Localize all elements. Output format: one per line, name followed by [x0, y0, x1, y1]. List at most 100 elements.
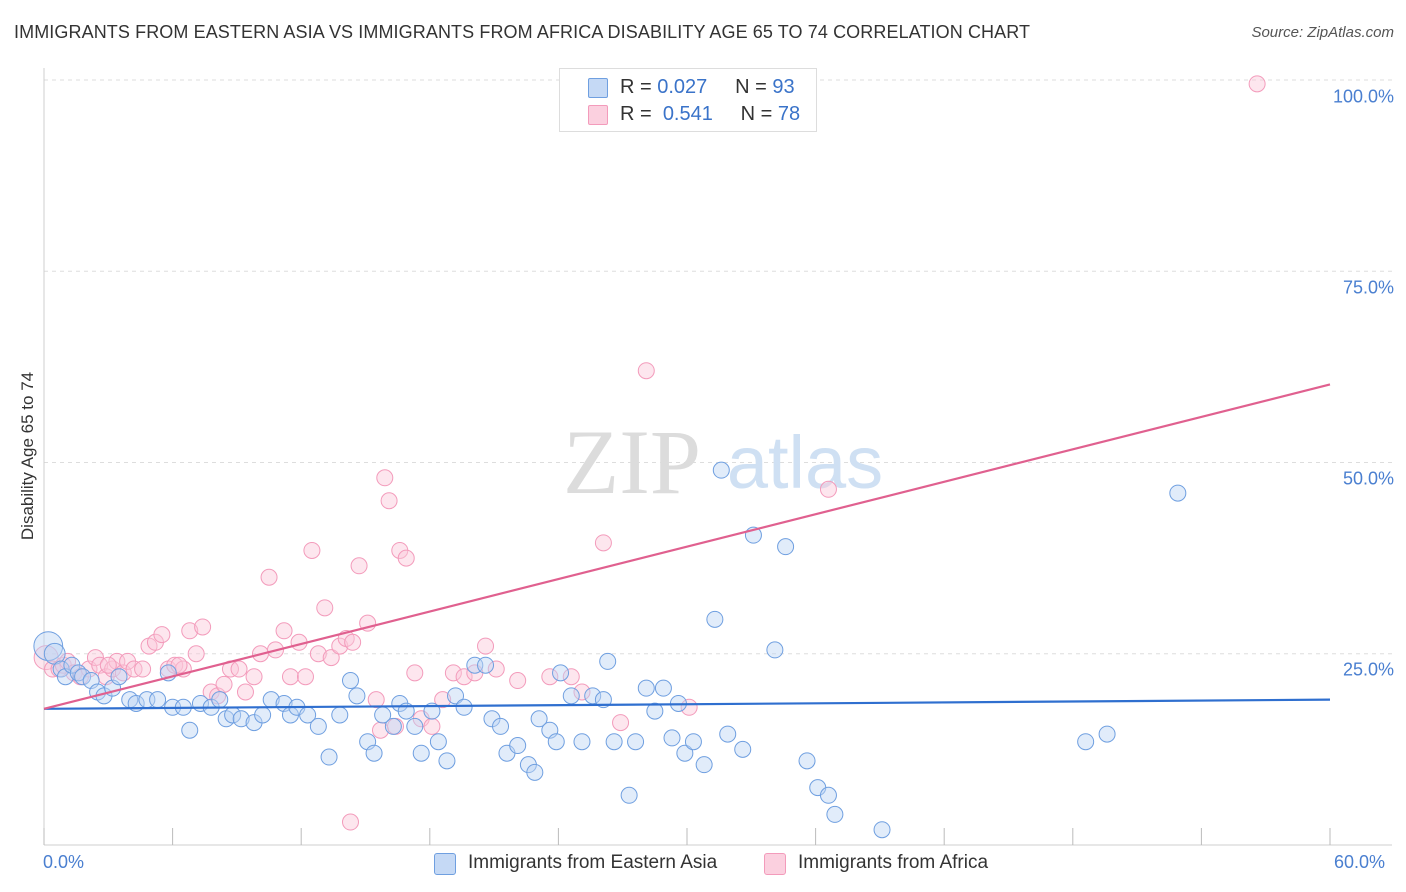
asia-point	[1098, 725, 1116, 743]
asia-point	[181, 721, 199, 739]
legend-n-value-africa: 78	[777, 103, 801, 125]
asia-point	[676, 744, 694, 762]
legend-n-value-asia: 93	[772, 76, 795, 98]
trend-line-africa	[43, 383, 1331, 710]
asia-point	[477, 656, 495, 674]
asia-point	[654, 679, 672, 697]
africa-point	[194, 618, 212, 636]
asia-point	[412, 744, 430, 762]
trend-line-asia	[43, 698, 1331, 710]
legend-n-label: N =	[740, 103, 773, 125]
axes	[43, 68, 1392, 846]
africa-point	[245, 668, 263, 686]
africa-point	[573, 683, 591, 701]
africa-point	[594, 534, 612, 552]
africa-point	[367, 691, 385, 709]
asia-point	[1169, 484, 1187, 502]
africa-point	[444, 664, 462, 682]
asia-point	[734, 740, 752, 758]
asia-point	[684, 733, 702, 751]
africa-point	[350, 557, 368, 575]
asia-point	[777, 538, 795, 556]
series-africa-points	[33, 75, 1266, 831]
africa-point	[303, 541, 321, 559]
y-tick-label: 75.0%	[1342, 277, 1394, 298]
asia-point	[320, 748, 338, 766]
asia-point	[573, 733, 591, 751]
africa-point	[406, 664, 424, 682]
asia-point	[766, 641, 784, 659]
asia-point	[455, 698, 473, 716]
africa-point	[612, 714, 630, 732]
asia-point	[52, 660, 70, 678]
x-tick-label-max: 60.0%	[1334, 852, 1386, 872]
asia-point	[646, 702, 664, 720]
asia-point	[819, 786, 837, 804]
asia-point	[526, 763, 544, 781]
series-asia-points	[33, 461, 1187, 839]
africa-point	[296, 668, 314, 686]
asia-point	[719, 725, 737, 743]
bottom-legend-swatch-africa	[764, 853, 786, 875]
asia-point	[365, 744, 383, 762]
x-tick-label-min: 0.0%	[43, 852, 85, 872]
asia-point	[211, 691, 229, 709]
africa-point	[275, 622, 293, 640]
africa-point	[477, 637, 495, 655]
asia-point	[509, 737, 527, 755]
watermark-zip: ZIP	[563, 411, 701, 513]
africa-point	[1248, 75, 1266, 93]
asia-point	[826, 805, 844, 823]
africa-point	[423, 717, 441, 735]
asia-point	[620, 786, 638, 804]
africa-point	[455, 668, 473, 686]
asia-point	[627, 733, 645, 751]
asia-point	[605, 733, 623, 751]
africa-point	[260, 568, 278, 586]
africa-point	[376, 469, 394, 487]
asia-point	[530, 710, 548, 728]
legend-r-value-africa: 0.541	[662, 103, 713, 125]
africa-point	[44, 660, 62, 678]
bottom-legend-swatch-asia	[434, 853, 456, 875]
africa-point	[397, 549, 415, 567]
legend-swatch-africa	[588, 105, 608, 125]
africa-point	[134, 660, 152, 678]
legend-r-label: R =	[620, 103, 652, 125]
legend-r-value-asia: 0.027	[657, 76, 708, 98]
asia-point	[1077, 733, 1095, 751]
asia-point	[492, 717, 510, 735]
bottom-legend-label-africa: Immigrants from Africa	[798, 852, 989, 873]
africa-point	[341, 813, 359, 831]
asia-point	[254, 706, 272, 724]
y-tick-label: 50.0%	[1342, 468, 1394, 489]
africa-point	[316, 599, 334, 617]
asia-point	[637, 679, 655, 697]
y-tick-label: 100.0%	[1332, 86, 1394, 107]
asia-point	[232, 710, 250, 728]
bottom-legend-label-asia: Immigrants from Eastern Asia	[468, 852, 718, 873]
legend-swatch-asia	[588, 78, 608, 98]
y-axis-label: Disability Age 65 to 74	[18, 371, 37, 541]
y-tick-label: 25.0%	[1342, 659, 1394, 680]
legend-n-label: N =	[735, 76, 767, 98]
africa-point	[509, 672, 527, 690]
asia-point	[447, 687, 465, 705]
africa-point	[99, 656, 117, 674]
asia-point	[110, 668, 128, 686]
africa-point	[541, 668, 559, 686]
africa-point	[309, 645, 327, 663]
africa-point	[181, 622, 199, 640]
watermark-atlas: atlas	[727, 421, 883, 504]
asia-point	[309, 717, 327, 735]
legend-r-label: R =	[620, 76, 652, 98]
africa-point	[322, 649, 340, 667]
asia-point	[384, 717, 402, 735]
africa-point	[344, 633, 362, 651]
asia-point	[341, 672, 359, 690]
asia-point	[331, 706, 349, 724]
africa-point	[637, 362, 655, 380]
asia-point	[438, 752, 456, 770]
africa-point	[281, 668, 299, 686]
